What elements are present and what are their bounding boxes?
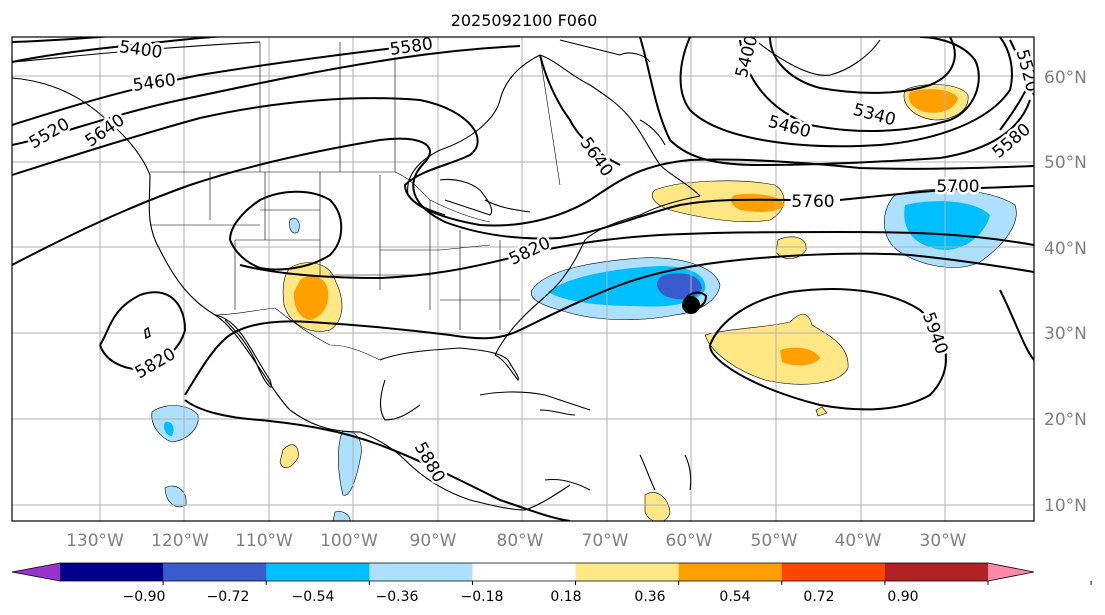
colorbar-swatch: [781, 563, 886, 581]
colorbar-tick-label: 0.90: [887, 589, 918, 605]
colorbar-extend-max: [988, 563, 1034, 581]
contour-label: 5760: [791, 192, 834, 212]
lon-label: 120°W: [151, 531, 209, 551]
colorbar-tick-label: −0.54: [292, 589, 335, 605]
colorbar-tick-label: −0.72: [207, 589, 250, 605]
lon-label: 100°W: [320, 531, 378, 551]
colorbar-tick-label: −0.36: [376, 589, 419, 605]
lon-label: 90°W: [410, 531, 457, 551]
lon-label: 30°W: [920, 531, 967, 551]
colorbar-extend-min: [12, 563, 60, 581]
colorbar-swatch: [266, 563, 370, 581]
colorbar-tick-label: −0.90: [123, 589, 166, 605]
colorbar-swatch: [678, 563, 783, 581]
colorbar-tick-label: −0.18: [461, 589, 504, 605]
lon-label: 110°W: [235, 531, 293, 551]
lat-label: 20°N: [1044, 410, 1087, 430]
colorbar-tick-label: 0.72: [803, 589, 834, 605]
coastlines: [12, 39, 881, 511]
colorbar-swatch: [369, 563, 473, 581]
colorbar-outline: [11, 562, 1035, 582]
lon-label: 70°W: [582, 531, 629, 551]
colorbar-ticks: −0.90 −0.72 −0.54 −0.36 −0.18 0.18 0.36 …: [123, 589, 919, 605]
map-title: 2025092100 F060: [451, 11, 598, 30]
map-frame: [11, 36, 1035, 522]
lon-label: 130°W: [66, 531, 124, 551]
colorbar-tick-label: 0.54: [719, 589, 750, 605]
lat-label: 50°N: [1044, 153, 1087, 173]
colorbar-swatch: [575, 563, 680, 581]
colorbar-tick-label: 0.18: [550, 589, 581, 605]
anomaly-positive-atlantic: [704, 313, 849, 385]
colorbar-swatch: [163, 563, 267, 581]
lat-label: 60°N: [1044, 68, 1087, 88]
lat-label: 40°N: [1044, 239, 1087, 259]
colorbar-swatch: [472, 563, 577, 581]
contour-label: 5700: [936, 177, 979, 197]
lon-label: 60°W: [666, 531, 713, 551]
longitude-labels: 130°W 120°W 110°W 100°W 90°W 80°W 70°W 6…: [66, 531, 967, 551]
colorbar: [11, 562, 1092, 585]
storm-center-marker: [682, 296, 700, 314]
lon-label: 40°W: [835, 531, 882, 551]
latitude-labels: 10°N 20°N 30°N 40°N 50°N 60°N: [1044, 68, 1087, 516]
lat-label: 30°N: [1044, 324, 1087, 344]
colorbar-swatch: [60, 563, 164, 581]
colorbar-tick-label: 0.36: [634, 589, 665, 605]
map-panel: 5400 5460 5520 5580 5640 5700 5760 5820 …: [12, 37, 1034, 521]
lon-label: 50°W: [751, 531, 798, 551]
lat-label: 10°N: [1044, 496, 1087, 516]
lon-label: 80°W: [497, 531, 544, 551]
colorbar-swatch: [884, 563, 989, 581]
